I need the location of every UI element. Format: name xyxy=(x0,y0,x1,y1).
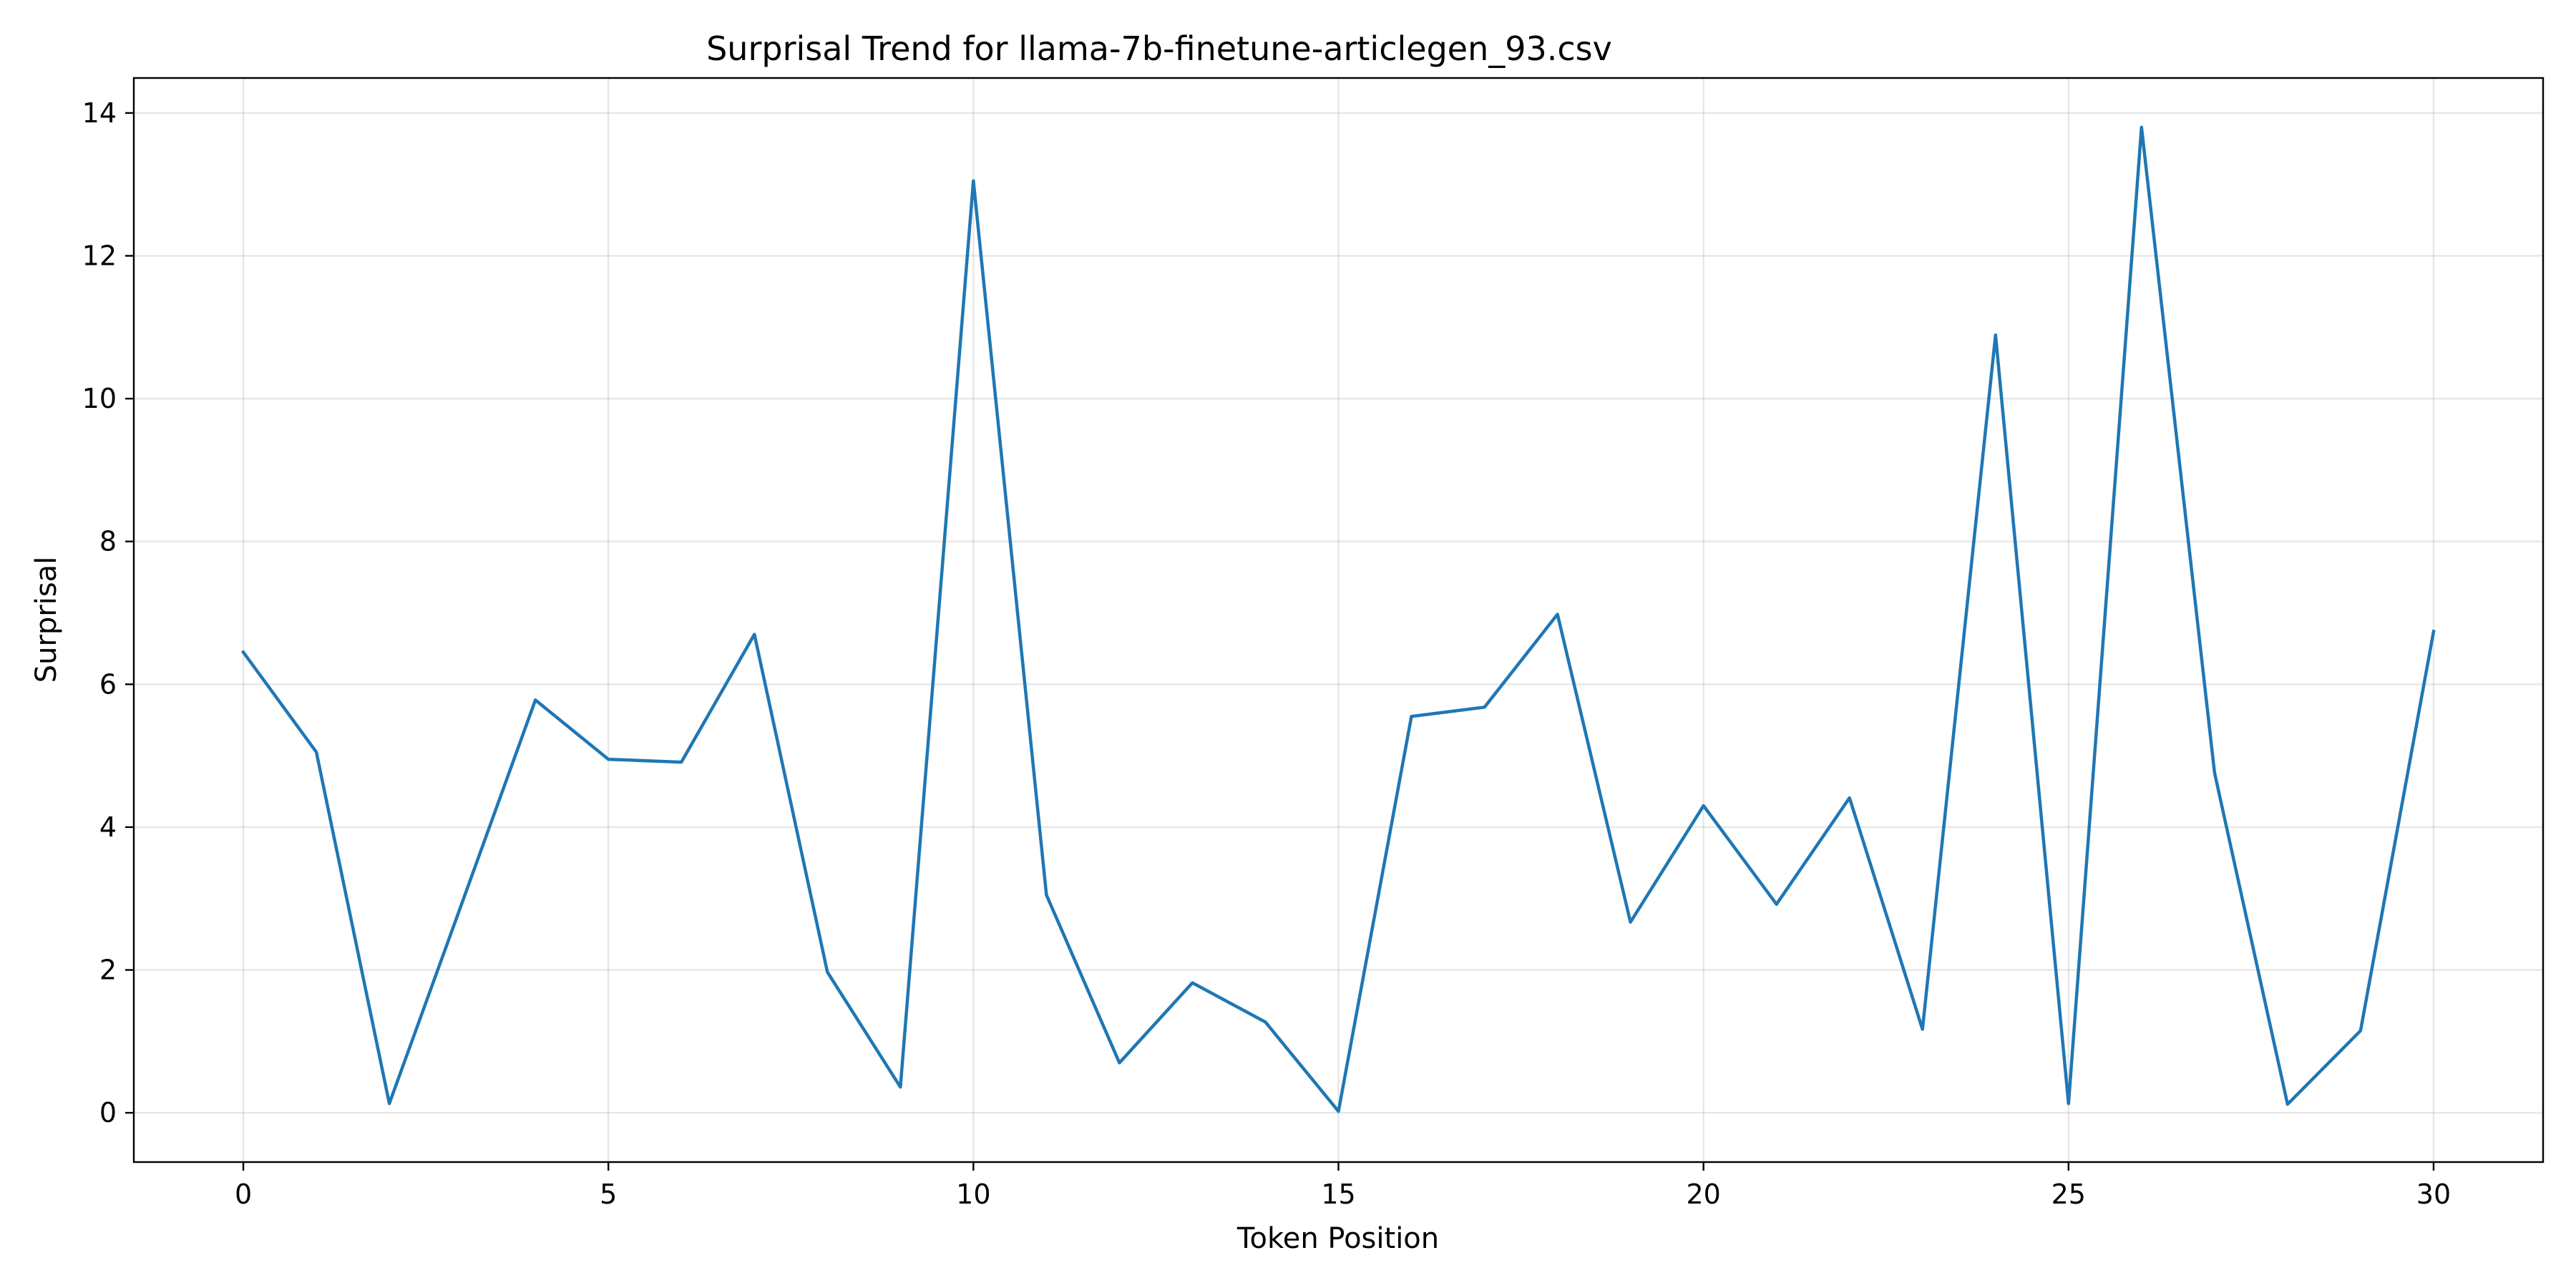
x-tick-label: 30 xyxy=(2416,1179,2451,1210)
y-tick-label: 8 xyxy=(99,526,117,557)
grid xyxy=(134,78,2543,1162)
x-axis: 0 5 10 15 20 25 30 xyxy=(235,1162,2451,1210)
y-tick-label: 0 xyxy=(99,1097,117,1128)
y-tick-label: 2 xyxy=(99,955,117,986)
x-tick-label: 10 xyxy=(956,1179,990,1210)
y-tick-label: 10 xyxy=(82,383,117,414)
x-tick-label: 20 xyxy=(1686,1179,1720,1210)
x-tick-label: 25 xyxy=(2051,1179,2086,1210)
y-tick-label: 4 xyxy=(99,811,117,843)
x-tick-label: 5 xyxy=(600,1179,617,1210)
series-line xyxy=(240,125,2436,1113)
series-layer xyxy=(240,125,2436,1113)
x-tick-label: 0 xyxy=(235,1179,252,1210)
y-tick-label: 12 xyxy=(82,240,117,272)
x-axis-label: Token Position xyxy=(1236,1222,1439,1255)
chart-title: Surprisal Trend for llama-7b-finetune-ar… xyxy=(706,29,1612,68)
x-tick-label: 15 xyxy=(1321,1179,1355,1210)
y-tick-label: 14 xyxy=(82,97,117,129)
y-axis: 0 2 4 6 8 10 12 14 xyxy=(82,97,134,1128)
y-tick-label: 6 xyxy=(99,668,117,700)
y-axis-label: Surprisal xyxy=(30,557,63,683)
